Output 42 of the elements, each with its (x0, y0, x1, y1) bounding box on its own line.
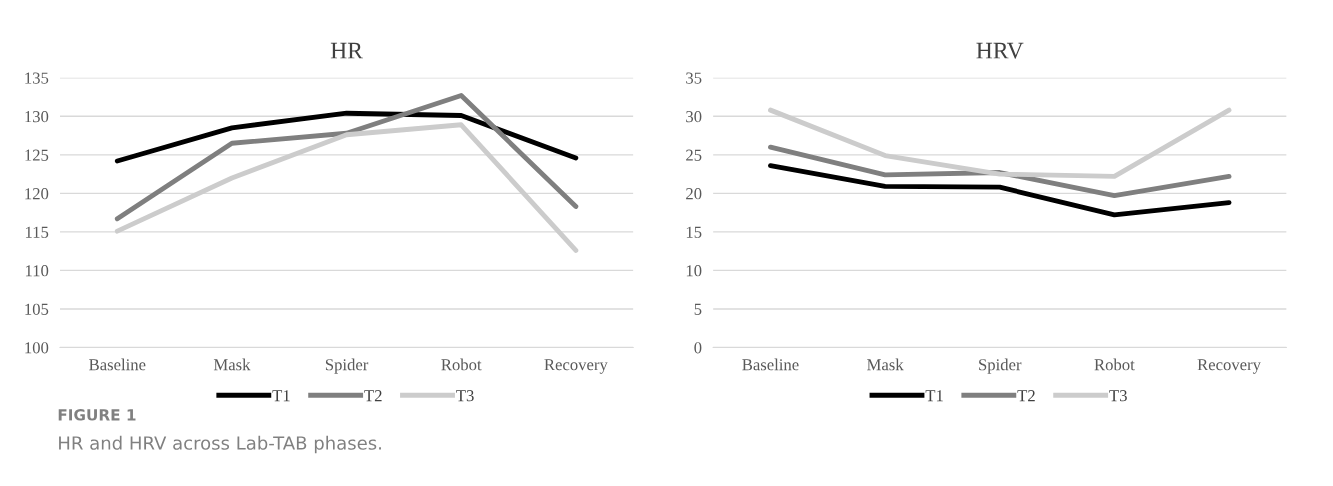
x-tick-label: Mask (213, 358, 251, 371)
legend-label: T2 (1017, 390, 1035, 402)
y-tick-label: 125 (25, 149, 49, 161)
line-series (114, 122, 579, 253)
y-tick-label: 20 (686, 188, 702, 200)
line-series (114, 110, 579, 164)
text: HR and HRV across Lab-TAB phases. (59, 435, 381, 454)
x-tick-label: Robot (1094, 358, 1135, 371)
y-tick-label: 30 (686, 110, 702, 123)
legend-label: T2 (364, 390, 382, 402)
y-tick-label: 105 (25, 303, 49, 315)
y-tick-label: 115 (25, 226, 49, 238)
x-tick-label: Recovery (1197, 359, 1261, 374)
y-tick-label: 15 (686, 226, 702, 238)
x-tick-label: Spider (325, 358, 369, 374)
x-tick-label: Spider (979, 358, 1022, 374)
x-tick-label: Baseline (742, 358, 799, 371)
chart-title: HR (330, 42, 363, 59)
y-tick-label: 135 (25, 72, 49, 84)
x-tick-label: Baseline (89, 358, 146, 371)
y-tick-label: 130 (25, 110, 49, 123)
line-series (768, 163, 1232, 218)
caption: FIGURE 1 (58, 409, 136, 421)
legend-label: T3 (456, 390, 474, 402)
y-tick-label: 35 (686, 72, 702, 84)
x-tick-label: Recovery (544, 359, 608, 374)
chart-title: HRV (976, 42, 1024, 59)
line-series (114, 93, 579, 222)
y-tick-label: 10 (686, 265, 702, 277)
y-tick-label: 25 (686, 149, 702, 161)
y-tick-label: 0 (694, 342, 702, 354)
y-tick-label: 110 (25, 265, 49, 277)
y-tick-label: 120 (25, 188, 49, 200)
legend-label: T1 (272, 390, 290, 402)
y-tick-label: 100 (25, 342, 49, 354)
legend-label: T1 (925, 390, 943, 402)
line-series (768, 107, 1232, 179)
line-series (768, 144, 1232, 199)
legend-label: T3 (1109, 390, 1127, 402)
y-tick-label: 5 (694, 303, 702, 315)
x-tick-label: Robot (441, 358, 482, 371)
x-tick-label: Mask (867, 358, 904, 371)
